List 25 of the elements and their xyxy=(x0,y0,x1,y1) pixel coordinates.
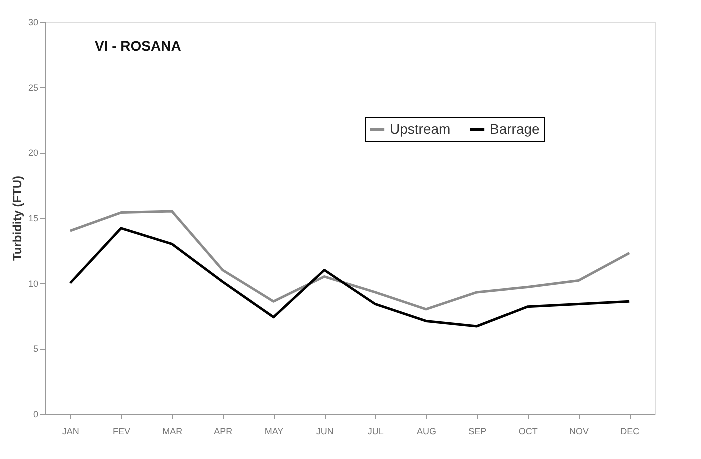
y-tick-label: 25 xyxy=(28,82,38,93)
x-tick-label: MAR xyxy=(162,426,184,436)
legend-label: Barrage xyxy=(490,120,540,137)
y-tick-label: 0 xyxy=(33,410,38,420)
x-tick-label: APR xyxy=(214,426,234,436)
x-tick-label: AUG xyxy=(416,426,437,436)
x-tick-label: SEP xyxy=(468,426,487,436)
x-tick-label: NOV xyxy=(569,426,590,436)
legend-label: Upstream xyxy=(390,120,451,137)
y-axis-title: Turbidity (FTU) xyxy=(10,176,24,262)
y-tick-label: 10 xyxy=(28,278,38,289)
x-tick-label: MAY xyxy=(264,426,284,436)
x-tick-label: JUN xyxy=(316,426,334,436)
y-tick-label: 15 xyxy=(28,214,38,224)
x-tick-label: DEC xyxy=(620,426,640,436)
x-tick-label: JAN xyxy=(62,426,80,436)
x-tick-label: JUL xyxy=(368,426,384,436)
y-tick-label: 20 xyxy=(28,148,38,158)
text: VI - ROSANA xyxy=(95,38,182,54)
x-tick-label: FEV xyxy=(112,426,131,436)
y-tick-label: 30 xyxy=(28,18,38,28)
line-series xyxy=(69,227,631,328)
x-tick-label: OCT xyxy=(518,426,538,436)
y-tick-label: 5 xyxy=(33,344,38,354)
line-series xyxy=(69,210,631,311)
